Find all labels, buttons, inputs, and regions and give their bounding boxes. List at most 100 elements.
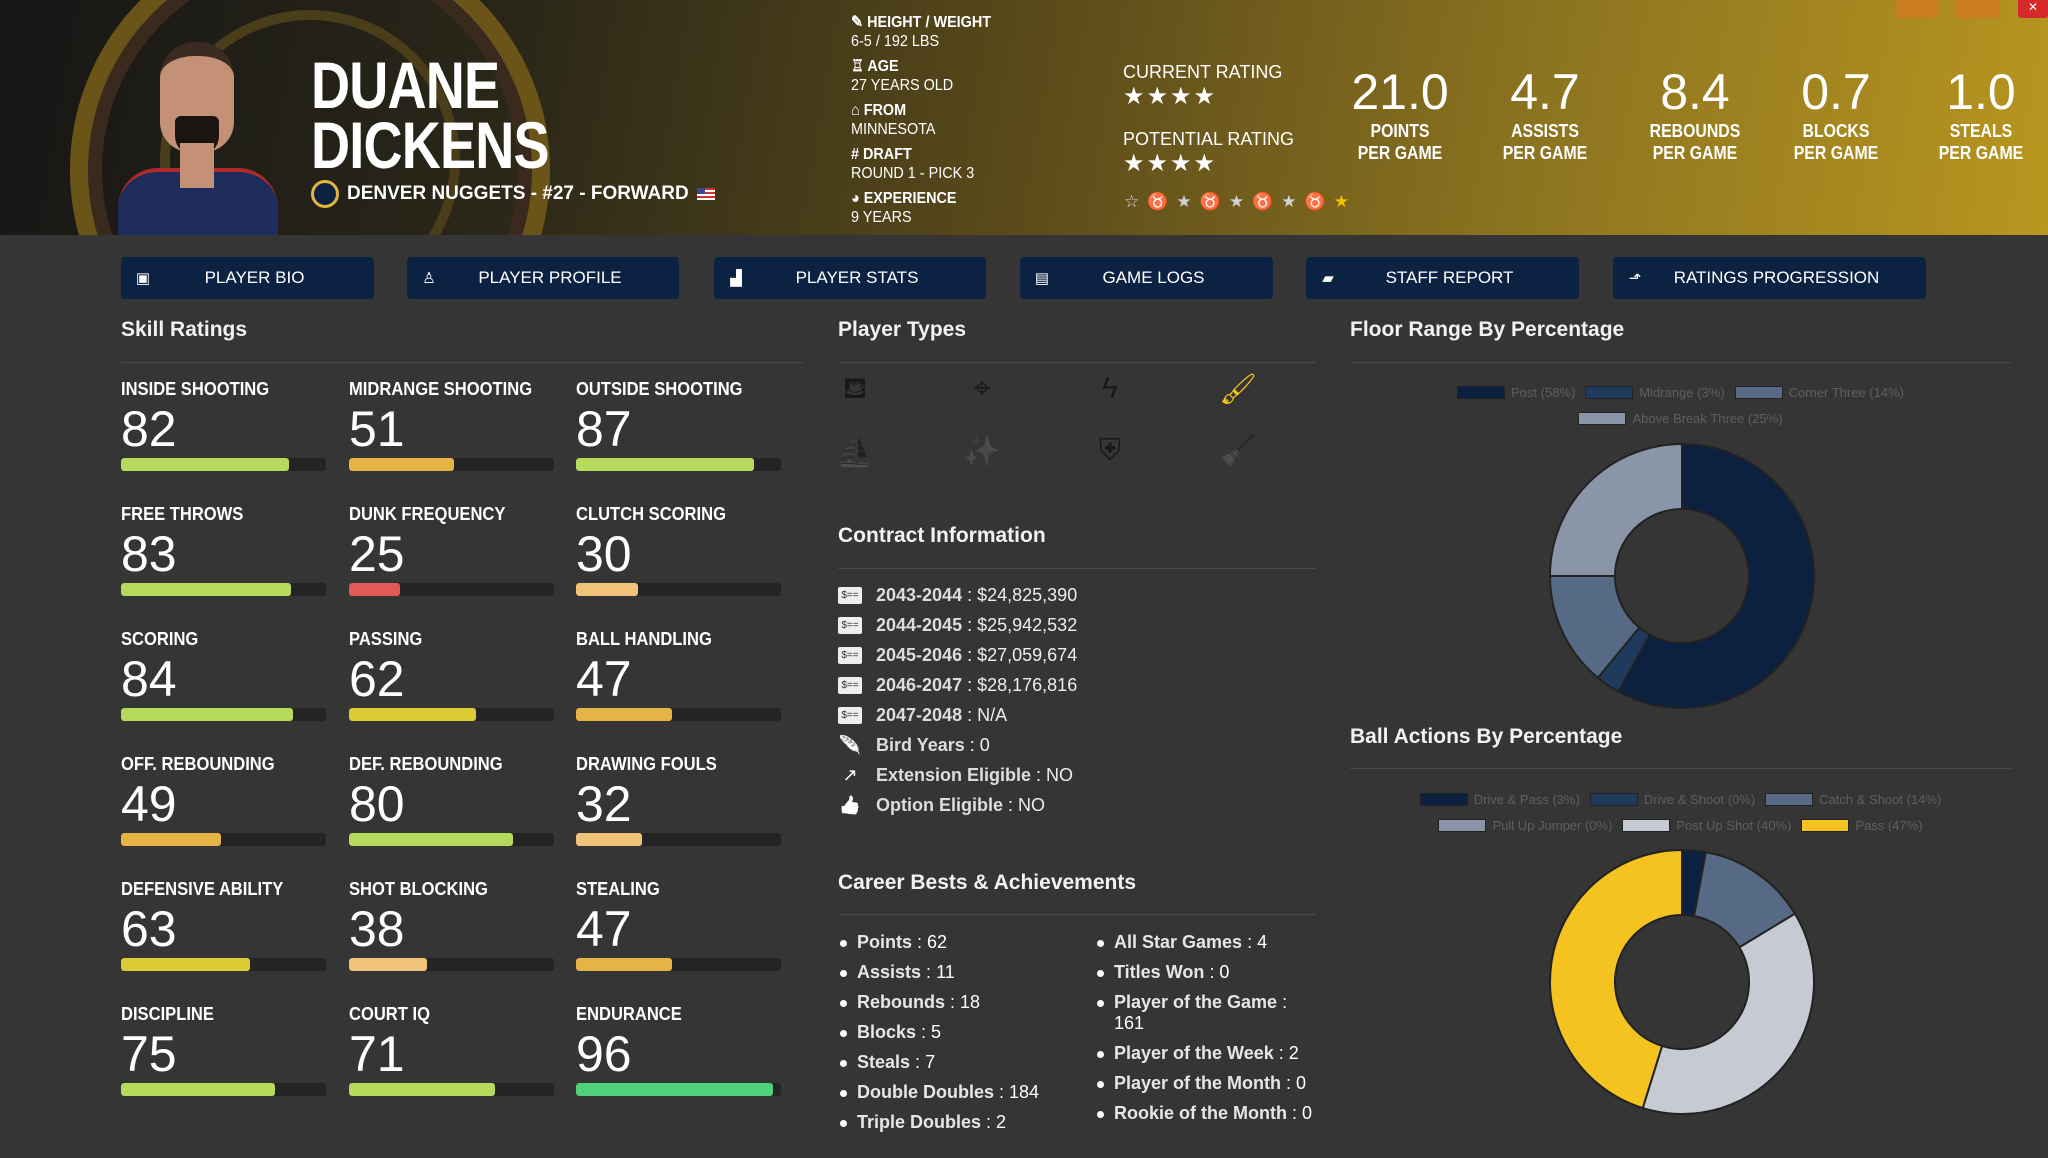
career-text: All Star Games : 4: [1114, 932, 1268, 952]
stat-assists: 4.7 ASSISTS PER GAME: [1470, 64, 1620, 164]
career-value: 7: [925, 1052, 936, 1072]
bio-label: ◕ EXPERIENCE: [851, 189, 957, 208]
tab-player-profile[interactable]: ♙ PLAYER PROFILE: [407, 257, 679, 299]
contract-row: ↗ Extension Eligible : NO: [838, 765, 1073, 786]
career-value: 11: [936, 962, 955, 982]
legend-item[interactable]: Catch & Shoot (14%): [1765, 792, 1941, 807]
previous-player-button[interactable]: [1896, 0, 1939, 18]
divider: [1350, 362, 2011, 363]
skill-bar-fill: [576, 958, 673, 971]
bullet: [840, 1030, 847, 1037]
legend-item[interactable]: Above Break Three (25%): [1578, 411, 1783, 426]
paint-roller-icon[interactable]: 🖌: [1218, 373, 1258, 406]
tab-game-logs[interactable]: ▤ GAME LOGS: [1020, 257, 1273, 299]
broom-icon[interactable]: 🧹: [1219, 435, 1257, 468]
feather-icon: 🪶: [838, 735, 862, 755]
next-player-button[interactable]: [1956, 0, 1999, 18]
ruler-icon: ✎: [851, 14, 868, 31]
skill-name: SHOT BLOCKING: [349, 879, 488, 899]
legend-swatch: [1438, 819, 1487, 832]
crosshairs-icon[interactable]: ⌖: [973, 372, 991, 405]
skill-name: CLUTCH SCORING: [576, 504, 726, 524]
contract-value: $27,059,674: [977, 645, 1078, 665]
career-text: Titles Won : 0: [1114, 962, 1230, 982]
chart-legend: Pull Up Jumper (0%) Post Up Shot (40%) Pas…: [1350, 818, 2011, 833]
stat-steals: 1.0 STEALS PER GAME: [1906, 64, 2048, 164]
skill-bar-track: [121, 1083, 326, 1096]
tab-label: PLAYER STATS: [795, 268, 919, 287]
money-check-icon: $==: [838, 677, 862, 694]
donut-slice[interactable]: [1548, 442, 1683, 577]
legend-item[interactable]: Post (58%): [1457, 385, 1575, 400]
career-value: 4: [1257, 932, 1268, 952]
career-label: Rebounds: [857, 992, 945, 1012]
legend-item[interactable]: Drive & Shoot (0%): [1589, 792, 1755, 807]
skill-name: INSIDE SHOOTING: [121, 379, 270, 399]
career-label: Player of the Game: [1114, 992, 1278, 1012]
player-header: DUANE DICKENS DENVER NUGGETS - #27 - FOR…: [0, 0, 2048, 235]
tab-label: PLAYER BIO: [204, 268, 305, 287]
bullet: [840, 940, 847, 947]
team-position-text: DENVER NUGGETS - #27 - FORWARD: [347, 183, 689, 204]
tab-staff-report[interactable]: ▰ STAFF REPORT: [1306, 257, 1579, 299]
career-text: Player of the Week : 2: [1114, 1043, 1299, 1063]
legend-swatch: [1622, 819, 1671, 832]
team-line: DENVER NUGGETS - #27 - FORWARD: [311, 180, 715, 208]
legend-item[interactable]: Corner Three (14%): [1734, 385, 1904, 400]
paint-bucket-icon[interactable]: ⛾: [842, 372, 868, 405]
contract-text: Extension Eligible : NO: [876, 765, 1074, 785]
skill-bar-track: [121, 458, 326, 471]
skill-endurance: ENDURANCE 96: [576, 1004, 781, 1096]
skill-drawing-fouls: DRAWING FOULS 32: [576, 754, 781, 846]
career-text: Blocks : 5: [857, 1022, 942, 1042]
career-label: Titles Won: [1114, 962, 1205, 982]
sailboat-icon[interactable]: ⛵: [836, 435, 874, 468]
skill-name: BALL HANDLING: [576, 629, 712, 649]
legend-item[interactable]: Drive & Pass (3%): [1419, 792, 1580, 807]
bullet: [840, 1000, 847, 1007]
contract-text: 2044-2045 : $25,942,532: [876, 615, 1078, 635]
legend-item[interactable]: Pull Up Jumper (0%): [1438, 818, 1612, 833]
tab-ratings-progression[interactable]: ⬏ RATINGS PROGRESSION: [1613, 257, 1926, 299]
career-value: 2: [996, 1112, 1007, 1132]
contract-row: $== 2046-2047 : $28,176,816: [838, 675, 1077, 696]
skill-name: STEALING: [576, 879, 660, 899]
legend-item[interactable]: Midrange (3%): [1585, 385, 1725, 400]
magic-wand-icon[interactable]: ✨: [963, 435, 1001, 468]
career-label: All Star Games: [1114, 932, 1243, 952]
stat-value: 21.0: [1351, 64, 1449, 120]
shield-icon[interactable]: ⛨: [1098, 434, 1122, 467]
money-check-icon: $==: [838, 587, 862, 604]
tab-player-stats[interactable]: ▟ PLAYER STATS: [714, 257, 986, 299]
skill-bar-fill: [349, 958, 427, 971]
career-value: 5: [931, 1022, 942, 1042]
money-check-icon: $==: [838, 617, 862, 634]
skill-value: 75: [121, 1026, 177, 1082]
tab-player-bio[interactable]: ▣ PLAYER BIO: [121, 257, 374, 299]
donut-slice[interactable]: [1617, 442, 1816, 709]
contract-value: $25,942,532: [977, 615, 1078, 635]
contract-label: Option Eligible: [876, 795, 1003, 815]
career-text: Rebounds : 18: [857, 992, 981, 1012]
donut-slice[interactable]: [1641, 912, 1815, 1115]
bolt-icon[interactable]: ϟ: [1102, 372, 1118, 405]
career-item: Blocks : 5: [840, 1022, 1080, 1043]
contract-value: $24,825,390: [977, 585, 1078, 605]
contract-text: 2046-2047 : $28,176,816: [876, 675, 1078, 695]
skill-bar-track: [349, 708, 554, 721]
skill-court-iq: COURT IQ 71: [349, 1004, 554, 1096]
donut-slice[interactable]: [1549, 848, 1683, 1110]
career-label: Assists: [857, 962, 922, 982]
career-item: Titles Won : 0: [1097, 962, 1317, 983]
bio-label-text: FROM: [863, 102, 907, 119]
bio-label-text: EXPERIENCE: [863, 190, 957, 207]
bio-label-text: AGE: [867, 58, 899, 75]
close-button[interactable]: ✕: [2018, 0, 2048, 18]
skill-name: DUNK FREQUENCY: [349, 504, 506, 524]
career-item: Double Doubles : 184: [840, 1082, 1080, 1103]
career-item: Assists : 11: [840, 962, 1080, 983]
legend-item[interactable]: Pass (47%): [1801, 818, 1923, 833]
skill-bar-track: [349, 833, 554, 846]
legend-item[interactable]: Post Up Shot (40%): [1622, 818, 1791, 833]
skill-bar-track: [576, 708, 781, 721]
